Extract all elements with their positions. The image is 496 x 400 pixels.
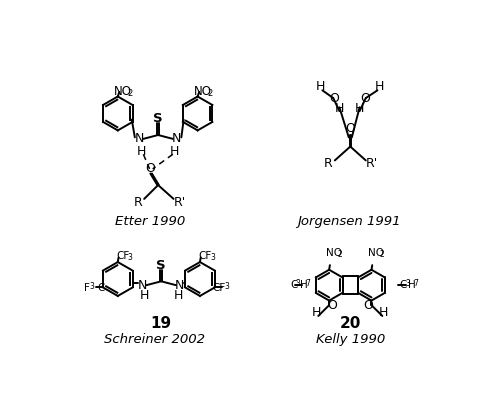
Text: H: H [139, 290, 149, 302]
Text: O: O [345, 122, 355, 135]
Text: S: S [153, 112, 163, 125]
Text: CF: CF [212, 283, 226, 293]
Text: H: H [355, 102, 364, 114]
Text: NO: NO [194, 85, 212, 98]
Text: 19: 19 [151, 316, 172, 331]
Text: H: H [335, 102, 344, 114]
Text: 3: 3 [224, 282, 229, 291]
Text: R: R [133, 196, 142, 208]
Text: Schreiner 2002: Schreiner 2002 [105, 332, 205, 346]
Text: 2: 2 [338, 250, 342, 259]
Text: F: F [84, 283, 90, 293]
Text: 3: 3 [210, 253, 215, 262]
Text: 7: 7 [306, 279, 310, 288]
Text: 7: 7 [414, 279, 419, 288]
Text: O: O [145, 162, 155, 175]
Text: O: O [360, 92, 370, 104]
Text: H: H [137, 145, 146, 158]
Text: NO: NO [114, 85, 132, 98]
Text: O: O [329, 92, 339, 104]
Text: S: S [156, 259, 166, 272]
Text: H: H [170, 145, 179, 158]
Text: H: H [379, 306, 388, 319]
Text: Etter 1990: Etter 1990 [115, 215, 186, 228]
Text: Kelly 1990: Kelly 1990 [315, 332, 385, 346]
Text: 3: 3 [295, 279, 300, 288]
Text: H: H [300, 280, 308, 290]
Text: R: R [324, 157, 333, 170]
Text: Jorgensen 1991: Jorgensen 1991 [297, 215, 400, 228]
Text: 2: 2 [380, 250, 385, 259]
Text: H: H [316, 80, 325, 93]
Text: NO: NO [326, 248, 342, 258]
Text: 3: 3 [128, 253, 133, 262]
Text: 2: 2 [127, 89, 132, 98]
Text: CF: CF [116, 251, 129, 261]
Text: 3: 3 [89, 282, 94, 291]
Text: 3: 3 [405, 279, 410, 288]
Text: N: N [175, 279, 185, 292]
Text: H: H [312, 306, 321, 319]
Text: C: C [290, 280, 297, 290]
Text: R': R' [174, 196, 186, 208]
Text: CF: CF [198, 251, 212, 261]
Text: O: O [364, 299, 373, 312]
Text: 2: 2 [207, 89, 212, 98]
Text: C: C [97, 283, 104, 293]
Text: 20: 20 [340, 316, 361, 331]
Text: NO: NO [369, 248, 384, 258]
Text: N: N [172, 132, 182, 145]
Text: O: O [327, 299, 337, 312]
Text: C: C [400, 280, 407, 290]
Text: R': R' [366, 157, 378, 170]
Text: H: H [408, 280, 416, 290]
Text: N: N [135, 132, 144, 145]
Text: N: N [138, 279, 147, 292]
Text: H: H [374, 80, 384, 93]
Text: H: H [174, 290, 183, 302]
